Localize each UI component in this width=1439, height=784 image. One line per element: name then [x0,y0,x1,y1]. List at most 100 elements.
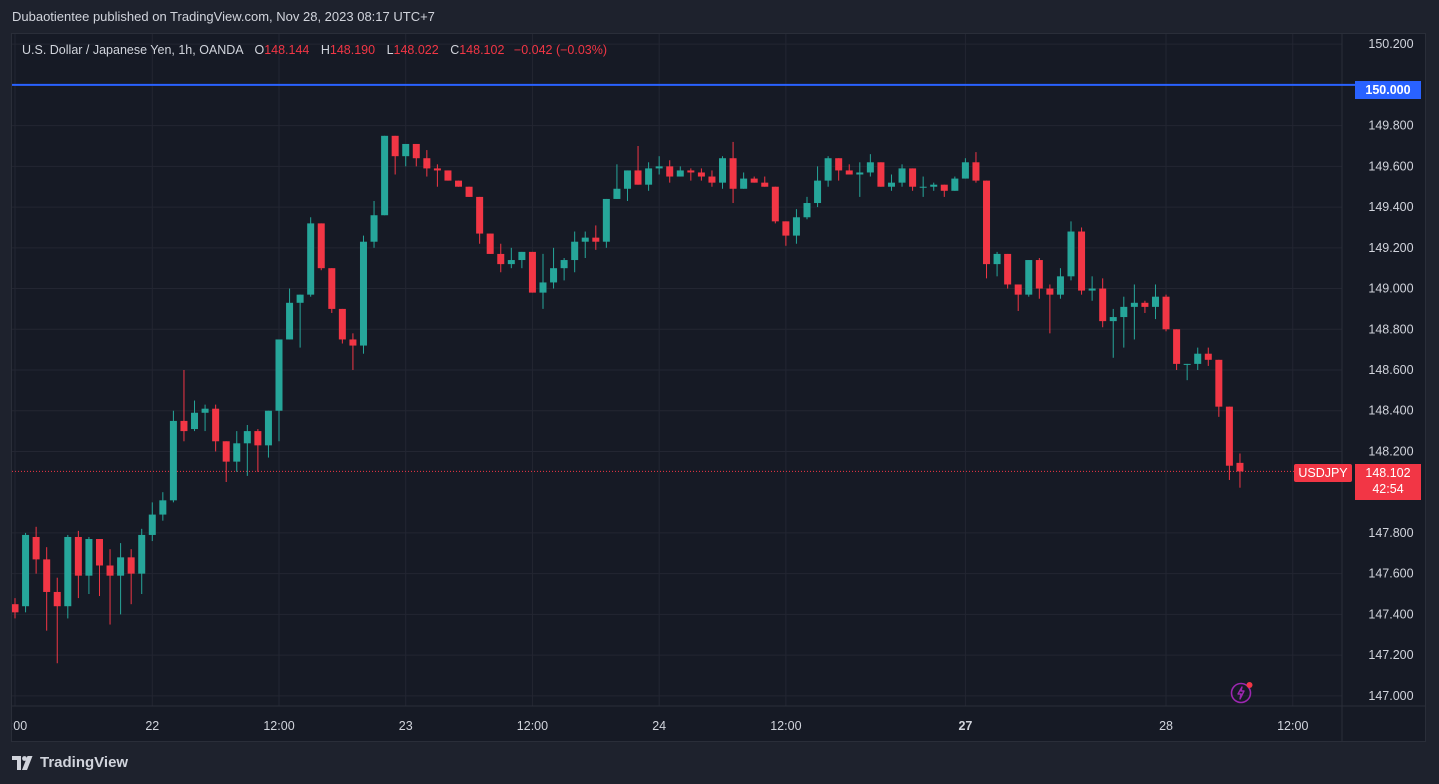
candle-body [222,441,230,462]
candle [972,152,980,183]
candle [550,247,558,289]
candle-body [296,294,304,303]
alert-lightning-icon[interactable] [1230,680,1254,704]
candle-body [845,170,853,175]
candle [465,186,473,197]
candle [518,251,526,269]
candle-body [782,221,790,236]
candle-body [550,268,558,283]
candle [898,164,906,187]
candle [983,180,991,279]
candle [782,221,790,246]
candle-body [423,158,431,169]
candle-body [402,143,410,157]
candle [507,247,515,269]
candle-body [803,203,811,218]
candle [1225,406,1233,480]
candle-body [687,170,695,173]
y-tick-label: 148.800 [1368,322,1413,336]
candle [750,176,758,183]
candle-body [254,431,262,446]
chart-frame[interactable]: 150.200 149.800 149.600 149.400 149.200 149.0… [11,33,1426,742]
candle [1130,284,1138,340]
candle [1046,284,1054,334]
candle [243,424,251,476]
candle [1141,300,1149,313]
candle-body [1151,296,1159,307]
candle [824,156,832,187]
candle-body [507,260,515,265]
x-tick-label: 23 [399,719,413,733]
candle [835,158,843,181]
candle-body [729,158,737,189]
legend-low-value: 148.022 [393,43,439,57]
candle-body [539,282,547,293]
legend-symbol: U.S. Dollar / Japanese Yen, 1h, OANDA [22,43,243,57]
candle [117,543,125,615]
candle-body [898,168,906,183]
candle-body [1056,276,1064,295]
candle [43,547,51,631]
candle [444,170,452,181]
candle [887,174,895,191]
candle [961,158,969,179]
candle [919,176,927,197]
y-tick-label: 149.800 [1368,119,1413,133]
candle [1120,296,1128,348]
candle [433,164,441,187]
ohlc-legend: U.S. Dollar / Japanese Yen, 1h, OANDA O1… [22,43,607,57]
candle [317,223,325,271]
candle [53,577,61,664]
candle [951,176,959,191]
candle-body [1194,353,1202,364]
candle [814,166,822,208]
candle-body [32,536,40,560]
candle-body [381,135,389,216]
candle-body [792,217,800,236]
candle-body [169,420,177,501]
candle-body [138,534,146,574]
candle-body [391,135,399,157]
candle [497,243,505,273]
candle [127,549,135,605]
candle-body [993,253,1001,265]
candle [275,339,283,442]
candle-body [497,253,505,265]
candlestick-chart[interactable]: 150.200 149.800 149.600 149.400 149.200 149.0… [12,34,1426,742]
candle-body [1088,288,1096,291]
candle [106,549,114,625]
candle-body [486,233,494,254]
candle-body [95,539,103,566]
candle [370,200,378,248]
legend-high-label: H [320,43,330,57]
candle [1099,278,1107,328]
candle-body [148,514,156,535]
candle-body [623,170,631,189]
symbol-tag: USDJPY [1294,464,1352,482]
candle [402,143,410,167]
candle [296,294,304,348]
candle-body [74,536,82,576]
candle-body [814,180,822,204]
candle [856,162,864,197]
candle [877,162,885,187]
candle-body [1236,462,1244,472]
candle [191,400,199,432]
footer-brand[interactable]: TradingView [12,754,128,771]
candle-body [708,176,716,183]
candle [845,164,853,175]
candles [12,135,1244,664]
candle-body [212,408,220,442]
candle-body [518,251,526,261]
publisher-line: Dubaotientee published on TradingView.co… [12,9,435,24]
candle-body [1035,260,1043,289]
candle-body [444,170,452,181]
y-tick-label: 149.200 [1368,241,1413,255]
candle [254,429,262,472]
candle [486,233,494,254]
candle-body [85,539,93,576]
x-tick-label: 12:00 [770,719,801,733]
candle [1236,453,1244,488]
candle-body [761,182,769,187]
candle [761,176,769,187]
